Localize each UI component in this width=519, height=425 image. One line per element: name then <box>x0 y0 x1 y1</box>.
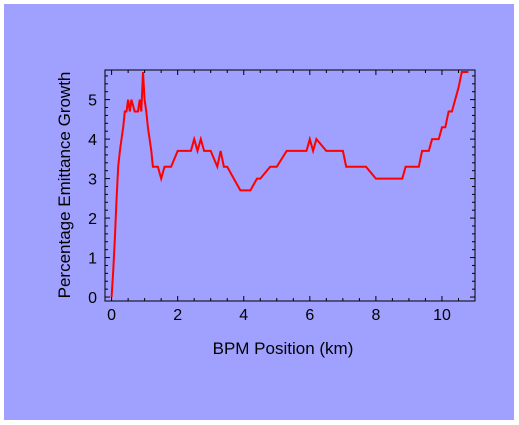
x-axis-ticks: 0 2 4 6 8 10 <box>107 70 459 324</box>
x-axis-title: BPM Position (km) <box>213 339 354 358</box>
y-tick-label: 5 <box>88 93 97 110</box>
x-tick-label: 4 <box>239 307 248 324</box>
x-tick-label: 8 <box>371 307 380 324</box>
y-axis-ticks: 0 1 2 3 4 5 <box>88 75 475 307</box>
x-tick-label: 2 <box>173 307 182 324</box>
y-tick-label: 2 <box>88 211 97 228</box>
y-tick-label: 1 <box>88 251 97 268</box>
plot-frame <box>104 69 476 302</box>
y-tick-label: 3 <box>88 172 97 189</box>
plot-panel: 0 2 4 6 8 10 0 1 2 3 4 5 BPM Position (km) Percent… <box>4 4 514 420</box>
x-tick-label: 6 <box>305 307 314 324</box>
y-tick-label: 0 <box>88 290 97 307</box>
x-tick-label: 10 <box>433 307 451 324</box>
emittance-growth-chart: 0 2 4 6 8 10 0 1 2 3 4 5 BPM Position (km) Percent… <box>55 69 476 358</box>
y-tick-label: 4 <box>88 132 97 149</box>
y-axis-title: Percentage Emittance Growth <box>55 72 74 299</box>
x-tick-label: 0 <box>107 307 116 324</box>
series-line <box>110 71 469 298</box>
